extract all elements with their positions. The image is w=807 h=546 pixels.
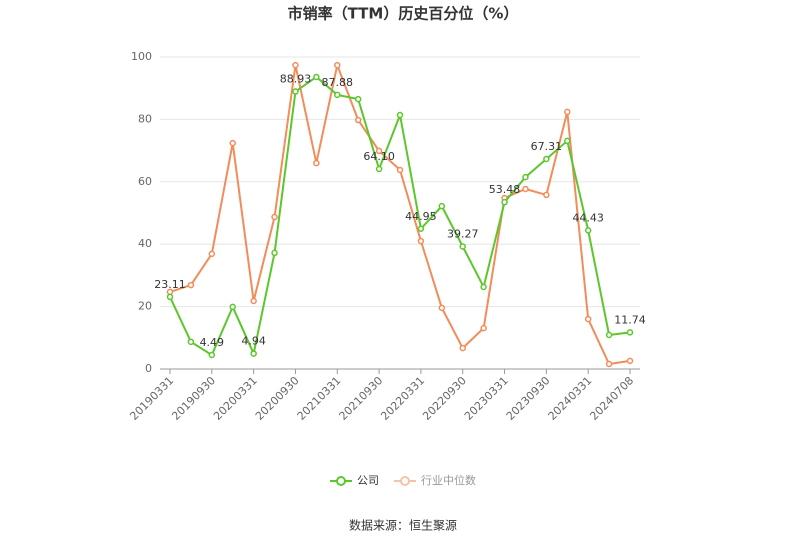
x-tick-label: 20200930 bbox=[253, 374, 302, 423]
data-label: 67.31 bbox=[531, 140, 563, 153]
data-point bbox=[584, 227, 592, 234]
data-label: 23.11 bbox=[154, 278, 186, 291]
x-tick-label: 20230930 bbox=[504, 374, 553, 423]
data-point bbox=[584, 315, 592, 323]
data-label: 44.95 bbox=[405, 210, 437, 223]
source: 数据来源：恒生聚源 bbox=[349, 518, 457, 533]
data-point bbox=[396, 166, 404, 174]
data-point bbox=[208, 250, 216, 258]
data-point bbox=[501, 198, 508, 206]
data-label: 4.49 bbox=[200, 336, 225, 349]
data-point bbox=[292, 88, 299, 95]
data-point bbox=[543, 191, 550, 199]
data-point bbox=[334, 61, 341, 69]
data-point bbox=[271, 249, 278, 257]
data-point bbox=[187, 281, 195, 289]
data-point bbox=[313, 73, 320, 81]
legend-label: 行业中位数 bbox=[421, 473, 476, 487]
data-point bbox=[354, 116, 362, 124]
y-tick-label: 40 bbox=[138, 237, 152, 250]
data-point bbox=[626, 329, 634, 336]
y-tick-label: 100 bbox=[131, 50, 152, 63]
data-point bbox=[271, 213, 278, 221]
data-label: 44.43 bbox=[572, 211, 604, 224]
data-point bbox=[313, 159, 320, 167]
x-tick-label: 20220331 bbox=[378, 374, 427, 423]
data-label: 87.88 bbox=[322, 76, 354, 89]
data-point bbox=[229, 303, 236, 311]
y-tick-label: 20 bbox=[138, 300, 152, 313]
data-point bbox=[375, 147, 383, 155]
x-tick-label: 20240708 bbox=[587, 374, 636, 423]
data-point bbox=[166, 293, 174, 301]
data-point bbox=[250, 350, 257, 357]
y-tick-label: 80 bbox=[138, 112, 152, 125]
chart-title: 市销率（TTM）历史百分位（%） bbox=[288, 5, 519, 23]
data-point bbox=[229, 139, 236, 147]
data-point bbox=[438, 304, 446, 312]
data-point bbox=[480, 324, 487, 332]
data-point bbox=[208, 351, 216, 359]
data-point bbox=[250, 297, 257, 305]
legend: 公司 行业中位数 bbox=[330, 473, 476, 487]
data-point bbox=[459, 344, 466, 352]
series-line bbox=[169, 75, 631, 357]
data-point bbox=[438, 202, 446, 210]
data-point bbox=[626, 357, 634, 365]
x-tick-label: 20190331 bbox=[127, 374, 176, 423]
x-tick-label: 20210930 bbox=[337, 374, 386, 423]
legend-marker bbox=[336, 476, 346, 486]
data-point bbox=[334, 91, 341, 99]
data-point bbox=[292, 61, 299, 69]
data-point bbox=[375, 165, 383, 173]
x-tick-label: 20230331 bbox=[462, 374, 511, 423]
data-point bbox=[543, 155, 550, 163]
data-point bbox=[396, 111, 404, 119]
data-point bbox=[480, 283, 487, 291]
y-tick-label: 60 bbox=[138, 175, 152, 188]
data-point bbox=[354, 95, 362, 103]
data-point bbox=[459, 243, 466, 250]
data-point bbox=[522, 173, 529, 181]
data-label: 39.27 bbox=[447, 227, 479, 240]
x-tick-label: 20200331 bbox=[211, 374, 260, 423]
y-tick-label: 0 bbox=[145, 362, 152, 375]
legend-label: 公司 bbox=[357, 474, 379, 487]
data-point bbox=[605, 331, 613, 339]
data-point bbox=[417, 237, 425, 245]
data-label: 4.94 bbox=[241, 335, 266, 348]
data-point bbox=[417, 225, 425, 233]
data-point bbox=[522, 185, 529, 193]
data-label: 64.10 bbox=[363, 150, 395, 163]
x-tick-label: 20220930 bbox=[420, 374, 469, 423]
data-label: 88.93 bbox=[280, 73, 312, 86]
data-point bbox=[564, 108, 571, 116]
data-label: 53.48 bbox=[489, 183, 521, 196]
data-label: 11.74 bbox=[614, 313, 646, 326]
data-point bbox=[564, 137, 571, 145]
x-tick-label: 20190930 bbox=[169, 374, 218, 423]
data-point bbox=[187, 338, 195, 346]
data-point bbox=[605, 360, 613, 368]
x-tick-label: 20240331 bbox=[546, 374, 595, 423]
legend-marker bbox=[400, 476, 410, 486]
x-tick-label: 20210331 bbox=[295, 374, 344, 423]
